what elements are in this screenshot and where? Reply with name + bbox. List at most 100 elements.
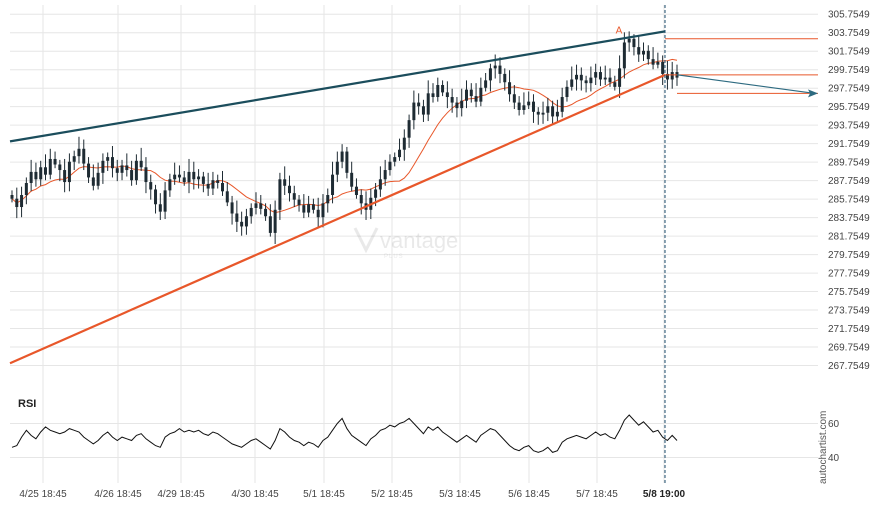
candle-body bbox=[517, 102, 521, 110]
candle-body bbox=[584, 80, 588, 84]
candle-body bbox=[651, 59, 655, 65]
vantage-watermark: vantage PLUS bbox=[353, 227, 458, 260]
candles-layer bbox=[10, 31, 679, 245]
candle-body bbox=[307, 204, 311, 213]
candle-body bbox=[158, 204, 162, 212]
candle-body bbox=[340, 151, 344, 162]
candle-body bbox=[350, 172, 354, 187]
candle-body bbox=[488, 68, 492, 81]
candle-body bbox=[29, 171, 33, 183]
candle-body bbox=[388, 161, 392, 171]
candle-body bbox=[570, 79, 574, 87]
candle-body bbox=[302, 205, 306, 213]
candle-body bbox=[235, 213, 239, 222]
price-tick-label: 293.7549 bbox=[828, 121, 870, 132]
candle-body bbox=[82, 148, 86, 164]
candle-body bbox=[259, 203, 263, 209]
candle-body bbox=[10, 195, 14, 199]
candle-body bbox=[144, 167, 148, 183]
candle-body bbox=[464, 89, 468, 101]
candle-body bbox=[244, 216, 248, 227]
trend-lines-layer: A bbox=[9, 5, 818, 483]
candle-body bbox=[603, 77, 607, 80]
time-tick-label: 4/29 18:45 bbox=[157, 489, 205, 500]
candle-body bbox=[101, 160, 105, 173]
support-trend-line bbox=[9, 73, 666, 365]
time-tick-label: 5/7 18:45 bbox=[576, 489, 618, 500]
candle-body bbox=[646, 50, 650, 60]
candle-body bbox=[254, 203, 258, 208]
price-tick-label: 279.7549 bbox=[828, 250, 870, 261]
candle-body bbox=[249, 207, 253, 217]
projection-arrow-line bbox=[676, 74, 815, 94]
candle-body bbox=[426, 93, 430, 115]
candle-body bbox=[661, 61, 665, 74]
rsi-panel: RSI bbox=[11, 398, 678, 453]
candle-body bbox=[77, 148, 81, 157]
moving-average-layer bbox=[11, 58, 678, 214]
time-tick-label: 5/2 18:45 bbox=[371, 489, 413, 500]
price-tick-label: 301.7549 bbox=[828, 47, 870, 58]
candle-body bbox=[546, 106, 550, 113]
price-tick-label: 287.7549 bbox=[828, 176, 870, 187]
candle-body bbox=[354, 186, 358, 196]
candle-body bbox=[125, 165, 129, 171]
price-tick-label: 275.7549 bbox=[828, 287, 870, 298]
rsi-line bbox=[11, 414, 678, 453]
candle-body bbox=[149, 182, 153, 190]
candle-body bbox=[656, 61, 660, 65]
candle-body bbox=[20, 195, 24, 208]
candle-body bbox=[335, 161, 339, 175]
candle-body bbox=[608, 77, 612, 83]
candle-body bbox=[474, 96, 478, 102]
candle-body bbox=[345, 151, 349, 173]
candle-body bbox=[182, 177, 186, 183]
candle-body bbox=[594, 72, 598, 78]
candle-body bbox=[383, 170, 387, 180]
candle-body bbox=[34, 171, 38, 180]
main-gridlines bbox=[10, 13, 818, 367]
candle-body bbox=[87, 163, 91, 178]
candle-body bbox=[622, 42, 626, 69]
candle-body bbox=[154, 189, 158, 205]
price-tick-label: 271.7549 bbox=[828, 324, 870, 335]
candle-body bbox=[91, 177, 95, 186]
candle-body bbox=[120, 165, 124, 173]
time-tick-label: 5/8 19:00 bbox=[643, 489, 686, 500]
candle-body bbox=[283, 179, 287, 186]
candle-body bbox=[139, 160, 143, 168]
candle-body bbox=[63, 170, 67, 183]
rsi-tick-label: 40 bbox=[828, 453, 840, 464]
candle-body bbox=[431, 93, 435, 98]
candle-body bbox=[278, 179, 282, 210]
candle-body bbox=[498, 65, 502, 74]
candle-body bbox=[15, 198, 19, 208]
price-tick-label: 295.7549 bbox=[828, 102, 870, 113]
price-tick-label: 291.7549 bbox=[828, 139, 870, 150]
candle-body bbox=[163, 190, 167, 212]
candle-body bbox=[555, 111, 559, 117]
candle-body bbox=[479, 87, 483, 102]
rsi-title: RSI bbox=[18, 398, 36, 410]
candle-body bbox=[665, 73, 669, 80]
time-tick-label: 4/30 18:45 bbox=[231, 489, 279, 500]
candle-body bbox=[598, 72, 602, 80]
candle-body bbox=[264, 208, 268, 217]
candle-body bbox=[297, 199, 301, 206]
candle-body bbox=[450, 97, 454, 103]
time-tick-label: 5/6 18:45 bbox=[508, 489, 550, 500]
candle-body bbox=[670, 72, 674, 80]
price-tick-label: 285.7549 bbox=[828, 195, 870, 206]
candle-body bbox=[168, 179, 172, 191]
candle-body bbox=[484, 80, 488, 88]
candle-body bbox=[221, 182, 225, 192]
time-tick-label: 4/26 18:45 bbox=[94, 489, 142, 500]
candle-body bbox=[316, 209, 320, 218]
time-tick-label: 5/1 18:45 bbox=[303, 489, 345, 500]
projection-arrowhead bbox=[808, 89, 818, 98]
candle-body bbox=[110, 157, 114, 169]
candle-body bbox=[273, 209, 277, 233]
candle-body bbox=[240, 221, 244, 227]
candle-body bbox=[134, 160, 138, 181]
